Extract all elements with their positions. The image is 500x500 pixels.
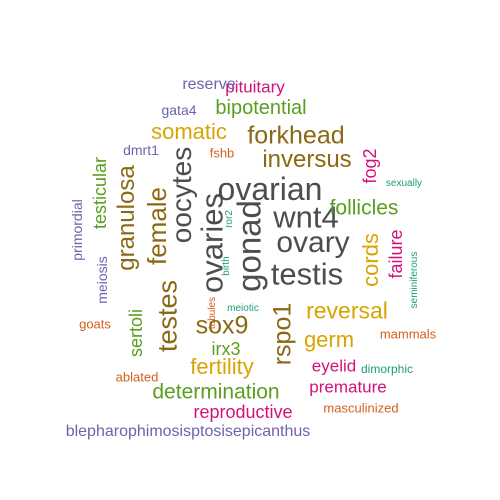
word-testicular: testicular bbox=[90, 156, 110, 230]
word-bipotential: bipotential bbox=[215, 97, 307, 119]
word-reserve: reserve bbox=[182, 76, 236, 93]
word-masculinized: masculinized bbox=[323, 400, 399, 416]
word-forkhead: forkhead bbox=[247, 121, 345, 150]
word-female: female bbox=[142, 186, 172, 266]
word-fog2: fog2 bbox=[360, 148, 380, 184]
word-dimorphic: dimorphic bbox=[360, 362, 414, 376]
word-fertility: fertility bbox=[190, 354, 254, 379]
word-birth: birth bbox=[221, 256, 232, 276]
word-ovary: ovary bbox=[276, 226, 350, 259]
word-germ: germ bbox=[303, 327, 355, 352]
word-inversus: inversus bbox=[262, 146, 352, 173]
word-cords: cords bbox=[358, 233, 383, 287]
word-sox9: sox9 bbox=[195, 311, 249, 340]
word-ror2: ror2 bbox=[224, 210, 235, 228]
word-gonad: gonad bbox=[230, 200, 268, 292]
word-ablated: ablated bbox=[115, 369, 159, 385]
word-gata4: gata4 bbox=[161, 102, 197, 118]
word-blepharophimosisptosisepicanthus: blepharophimosisptosisepicanthus bbox=[65, 423, 311, 440]
word-mammals: mammals bbox=[379, 326, 437, 342]
word-sertoli: sertoli bbox=[126, 308, 146, 358]
word-determination: determination bbox=[152, 380, 280, 404]
word-dmrt1: dmrt1 bbox=[123, 142, 159, 158]
word-meiosis: meiosis bbox=[94, 256, 110, 304]
word-wnt4: wnt4 bbox=[273, 199, 339, 235]
word-failure: failure bbox=[386, 229, 406, 279]
word-sexually: sexually bbox=[385, 178, 423, 189]
word-fshb: fshb bbox=[209, 145, 235, 161]
word-eyelid: eyelid bbox=[311, 356, 357, 376]
word-granulosa: granulosa bbox=[113, 165, 140, 271]
word-pituitary: pituitary bbox=[225, 77, 285, 97]
word-follicles: follicles bbox=[329, 196, 399, 220]
word-tubules: tubules bbox=[207, 296, 218, 330]
word-irx3: irx3 bbox=[211, 339, 241, 359]
word-reversal: reversal bbox=[306, 297, 388, 324]
word-meiotic: meiotic bbox=[227, 303, 259, 314]
word-somatic: somatic bbox=[151, 119, 227, 144]
word-primordial: primordial bbox=[69, 199, 85, 261]
word-testes: testes bbox=[152, 279, 183, 353]
word-rspo1: rspo1 bbox=[268, 302, 297, 366]
word-testis: testis bbox=[270, 256, 344, 292]
word-seminiferous: seminiferous bbox=[409, 251, 420, 309]
word-oocytes: oocytes bbox=[166, 146, 197, 244]
word-premature: premature bbox=[309, 377, 387, 397]
word-ovaries: ovaries bbox=[194, 193, 230, 293]
word-goats: goats bbox=[79, 316, 111, 332]
word-reproductive: reproductive bbox=[193, 402, 293, 422]
word-ovarian: ovarian bbox=[217, 171, 323, 207]
